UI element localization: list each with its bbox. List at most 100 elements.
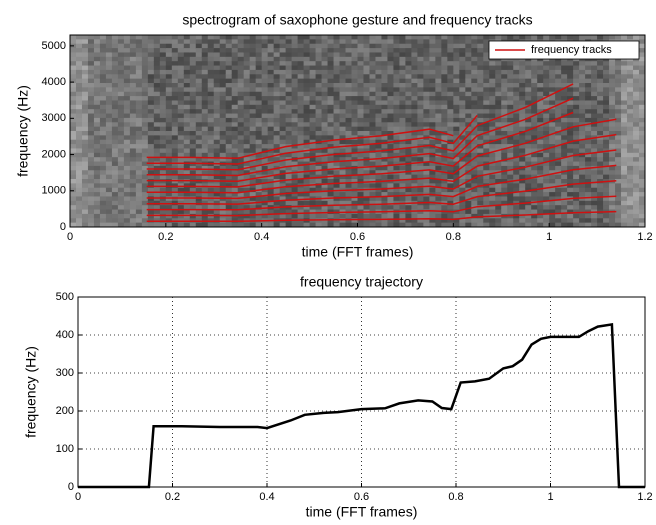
spectrogram-cell bbox=[531, 196, 537, 201]
spectrogram-cell bbox=[609, 92, 615, 97]
spectrogram-cell bbox=[387, 66, 393, 71]
spectrogram-cell bbox=[597, 140, 603, 145]
spectrogram-cell bbox=[381, 183, 387, 188]
spectrogram-cell bbox=[411, 57, 417, 62]
spectrogram-cell bbox=[88, 92, 94, 97]
spectrogram-cell bbox=[531, 105, 537, 110]
spectrogram-cell bbox=[519, 183, 525, 188]
spectrogram-cell bbox=[543, 87, 549, 92]
spectrogram-cell bbox=[130, 179, 136, 184]
spectrogram-cell bbox=[531, 35, 537, 40]
spectrogram-cell bbox=[100, 201, 106, 206]
spectrogram-cell bbox=[375, 52, 381, 57]
spectrogram-cell bbox=[627, 162, 633, 167]
spectrogram-cell bbox=[603, 127, 609, 132]
spectrogram-cell bbox=[519, 196, 525, 201]
spectrogram-cell bbox=[136, 109, 142, 114]
spectrogram-cell bbox=[184, 74, 190, 79]
spectrogram-cell bbox=[256, 114, 262, 119]
spectrogram-cell bbox=[507, 175, 513, 180]
spectrogram-cell bbox=[531, 192, 537, 197]
spectrogram-cell bbox=[609, 175, 615, 180]
spectrogram-cell bbox=[256, 140, 262, 145]
spectrogram-cell bbox=[322, 52, 328, 57]
spectrogram-cell bbox=[447, 175, 453, 180]
spectrogram-cell bbox=[94, 87, 100, 92]
spectrogram-cell bbox=[585, 35, 591, 40]
spectrogram-cell bbox=[405, 66, 411, 71]
spectrogram-cell bbox=[627, 210, 633, 215]
spectrogram-cell bbox=[130, 127, 136, 132]
spectrogram-cell bbox=[477, 44, 483, 49]
spectrogram-cell bbox=[262, 96, 268, 101]
spectrogram-cell bbox=[130, 114, 136, 119]
spectrogram-cell bbox=[82, 96, 88, 101]
spectrogram-cell bbox=[244, 131, 250, 136]
spectrogram-cell bbox=[381, 153, 387, 158]
spectrogram-cell bbox=[112, 48, 118, 53]
spectrogram-cell bbox=[106, 100, 112, 105]
spectrogram-cell bbox=[268, 39, 274, 44]
spectrogram-cell bbox=[268, 135, 274, 140]
spectrogram-cell bbox=[603, 92, 609, 97]
spectrogram-cell bbox=[220, 39, 226, 44]
spectrogram-cell bbox=[507, 162, 513, 167]
spectrogram-cell bbox=[160, 57, 166, 62]
spectrogram-cell bbox=[226, 48, 232, 53]
spectrogram-cell bbox=[268, 144, 274, 149]
spectrogram-cell bbox=[166, 196, 172, 201]
spectrogram-cell bbox=[178, 44, 184, 49]
spectrogram-cell bbox=[489, 135, 495, 140]
spectrogram-cell bbox=[262, 44, 268, 49]
spectrogram-cell bbox=[112, 66, 118, 71]
spectrogram-cell bbox=[244, 109, 250, 114]
spectrogram-cell bbox=[393, 74, 399, 79]
spectrogram-cell bbox=[483, 83, 489, 88]
spectrogram-cell bbox=[381, 96, 387, 101]
spectrogram-cell bbox=[70, 210, 76, 215]
spectrogram-cell bbox=[178, 57, 184, 62]
spectrogram-cell bbox=[369, 127, 375, 132]
spectrogram-cell bbox=[603, 61, 609, 66]
spectrogram-cell bbox=[477, 114, 483, 119]
spectrogram-cell bbox=[507, 127, 513, 132]
spectrogram-cell bbox=[459, 57, 465, 62]
spectrogram-cell bbox=[82, 66, 88, 71]
spectrogram-cell bbox=[70, 127, 76, 132]
spectrogram-cell bbox=[423, 214, 429, 219]
spectrogram-cell bbox=[633, 131, 639, 136]
spectrogram-cell bbox=[621, 87, 627, 92]
spectrogram-cell bbox=[100, 39, 106, 44]
spectrogram-cell bbox=[316, 61, 322, 66]
spectrogram-cell bbox=[340, 162, 346, 167]
spectrogram-cell bbox=[94, 118, 100, 123]
spectrogram-cell bbox=[417, 122, 423, 127]
spectrogram-cell bbox=[214, 214, 220, 219]
spectrogram-cell bbox=[94, 127, 100, 132]
spectrogram-cell bbox=[304, 92, 310, 97]
spectrogram-cell bbox=[136, 61, 142, 66]
spectrogram-cell bbox=[555, 188, 561, 193]
spectrogram-cell bbox=[429, 83, 435, 88]
spectrogram-cell bbox=[381, 48, 387, 53]
spectrogram-cell bbox=[238, 92, 244, 97]
y-tick-label: 1000 bbox=[42, 185, 66, 197]
spectrogram-cell bbox=[585, 192, 591, 197]
spectrogram-cell bbox=[585, 105, 591, 110]
x-tick-label: 1.2 bbox=[637, 491, 652, 503]
spectrogram-cell bbox=[561, 166, 567, 171]
spectrogram-cell bbox=[375, 83, 381, 88]
spectrogram-cell bbox=[292, 35, 298, 40]
spectrogram-cell bbox=[363, 162, 369, 167]
x-tick-label: 0.8 bbox=[446, 231, 461, 243]
spectrogram-cell bbox=[88, 210, 94, 215]
spectrogram-cell bbox=[214, 114, 220, 119]
spectrogram-cell bbox=[226, 35, 232, 40]
spectrogram-cell bbox=[220, 70, 226, 75]
spectrogram-cell bbox=[256, 79, 262, 84]
spectrogram-cell bbox=[88, 157, 94, 162]
spectrogram-cell bbox=[567, 105, 573, 110]
spectrogram-cell bbox=[136, 74, 142, 79]
spectrogram-cell bbox=[190, 39, 196, 44]
spectrogram-cell bbox=[124, 201, 130, 206]
